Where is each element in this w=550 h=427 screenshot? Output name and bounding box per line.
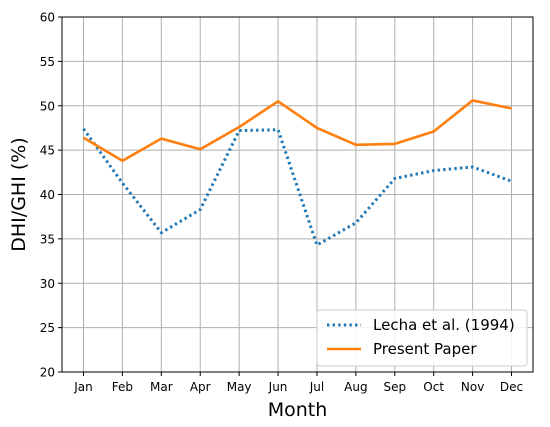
x-tick-label: May [227,380,252,394]
x-tick-label: Feb [112,380,133,394]
legend: Lecha et al. (1994) Present Paper [316,309,528,367]
x-axis-title: Month [268,399,328,421]
x-tick-label: Sep [383,380,406,394]
x-tick-label: Mar [150,380,173,394]
legend-box [316,309,528,367]
legend-label-lecha: Lecha et al. (1994) [373,316,515,334]
y-axis-title: DHI/GHI (%) [8,137,30,251]
y-tick-label: 30 [40,277,55,291]
x-tick-label: Jan [73,380,93,394]
x-tick-label: Nov [461,380,484,394]
y-tick-label: 60 [40,11,55,25]
ticks: Jan Feb Mar Apr May Jun Jul Aug Sep Oct Nov Dec 20 25… [40,11,523,395]
y-tick-label: 25 [40,321,55,335]
series-line-lecha [82,127,513,247]
x-tick-label: Apr [190,380,211,394]
y-tick-label: 55 [40,55,55,69]
x-tick-label: Jun [268,380,288,394]
y-tick-label: 45 [40,144,55,158]
series-line-present-paper [82,99,512,163]
y-tick-label: 50 [40,99,55,113]
legend-label-present-paper: Present Paper [373,340,477,358]
y-tick-label: 35 [40,232,55,246]
x-tick-label: Aug [344,380,367,394]
y-tick-label: 40 [40,188,55,202]
x-tick-label: Oct [423,380,444,394]
series-layer [82,99,513,247]
x-tick-label: Jul [309,380,324,394]
x-tick-label: Dec [500,380,523,394]
y-tick-label: 20 [40,366,55,380]
